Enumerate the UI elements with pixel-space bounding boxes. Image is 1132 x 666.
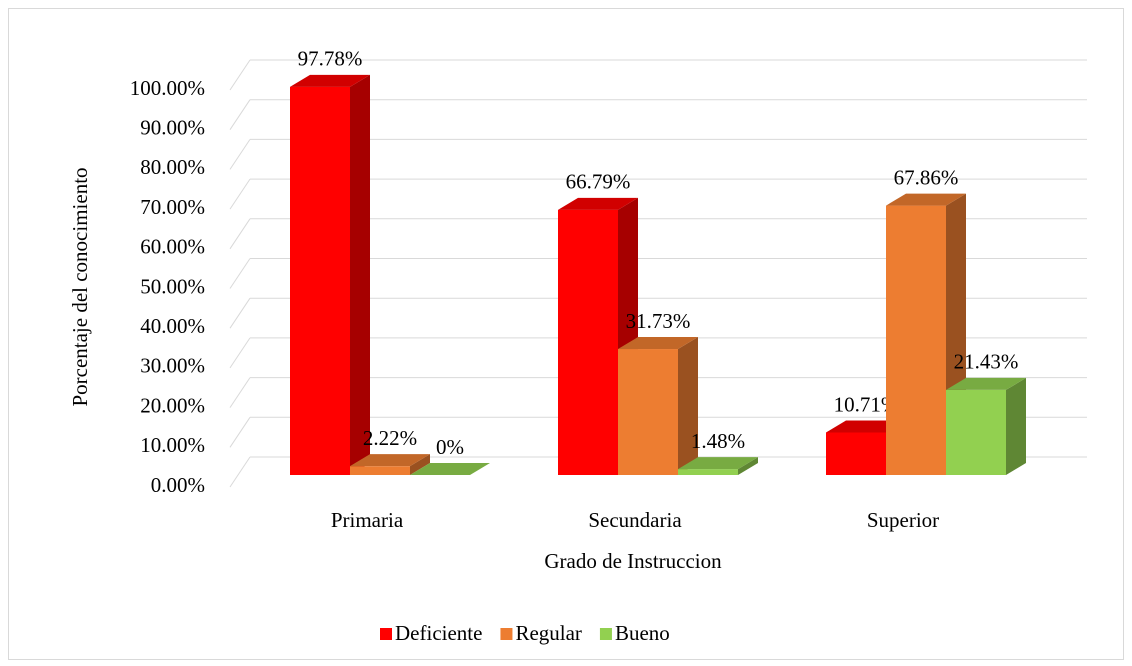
y-tick-label: 30.00% xyxy=(140,354,205,378)
grid-line xyxy=(229,258,251,289)
bar-top xyxy=(886,193,966,206)
y-tick-label: 10.00% xyxy=(140,433,205,457)
bar-top xyxy=(558,197,638,210)
bar xyxy=(678,469,738,475)
legend-label: Regular xyxy=(515,621,581,645)
y-tick-label: 50.00% xyxy=(140,274,205,298)
grid-line xyxy=(229,218,251,250)
y-tick-label: 70.00% xyxy=(140,195,205,219)
x-tick-label: Superior xyxy=(867,508,939,532)
bar xyxy=(946,389,1006,475)
y-tick-label: 0.00% xyxy=(151,473,205,497)
bar-side xyxy=(1006,377,1026,475)
y-tick-label: 90.00% xyxy=(140,116,205,140)
bar-side xyxy=(738,457,758,475)
grid-line xyxy=(229,297,251,329)
data-label: 97.78% xyxy=(298,47,363,71)
x-axis-title: Grado de Instruccion xyxy=(544,549,722,573)
y-tick-label: 40.00% xyxy=(140,314,205,338)
legend-label: Bueno xyxy=(615,621,670,645)
legend-label: Deficiente xyxy=(395,621,482,645)
data-label: 66.79% xyxy=(566,170,631,194)
y-tick-label: 20.00% xyxy=(140,393,205,417)
grid-line xyxy=(229,337,251,369)
legend-swatch xyxy=(599,628,612,640)
bar xyxy=(350,466,410,475)
x-tick-label: Primaria xyxy=(331,508,404,532)
bar-top xyxy=(618,337,698,350)
grid-line xyxy=(229,139,251,170)
data-label: 67.86% xyxy=(894,165,959,189)
bar-top xyxy=(290,74,370,87)
legend-swatch xyxy=(380,628,392,640)
bar-side xyxy=(410,454,430,475)
x-tick-label: Secundaria xyxy=(588,508,682,532)
bar-side xyxy=(678,337,698,475)
data-label: 2.22% xyxy=(363,426,417,450)
y-tick-label: 60.00% xyxy=(140,235,205,259)
bar-top xyxy=(350,454,430,467)
bar-top xyxy=(410,463,490,475)
bar-top xyxy=(946,377,1026,390)
bar xyxy=(558,209,618,476)
data-label: 21.43% xyxy=(954,350,1019,374)
grid-line xyxy=(229,59,251,91)
data-label: 1.48% xyxy=(691,429,745,453)
data-label: 31.73% xyxy=(626,309,691,333)
bar xyxy=(826,432,886,475)
grid-line xyxy=(229,178,251,210)
data-label: 0% xyxy=(436,435,464,459)
y-axis-title: Porcentaje del conocimiento xyxy=(68,167,92,406)
bar xyxy=(290,86,350,475)
legend-swatch xyxy=(500,628,513,640)
bar-top xyxy=(678,457,758,470)
grid-line xyxy=(229,377,251,408)
bar-side xyxy=(350,74,370,475)
grid-line xyxy=(229,99,251,130)
grid-line xyxy=(229,456,251,488)
y-tick-label: 80.00% xyxy=(140,155,205,179)
bar xyxy=(618,349,678,475)
y-tick-label: 100.00% xyxy=(130,76,205,100)
bar xyxy=(886,205,946,475)
grid-line xyxy=(229,417,251,448)
